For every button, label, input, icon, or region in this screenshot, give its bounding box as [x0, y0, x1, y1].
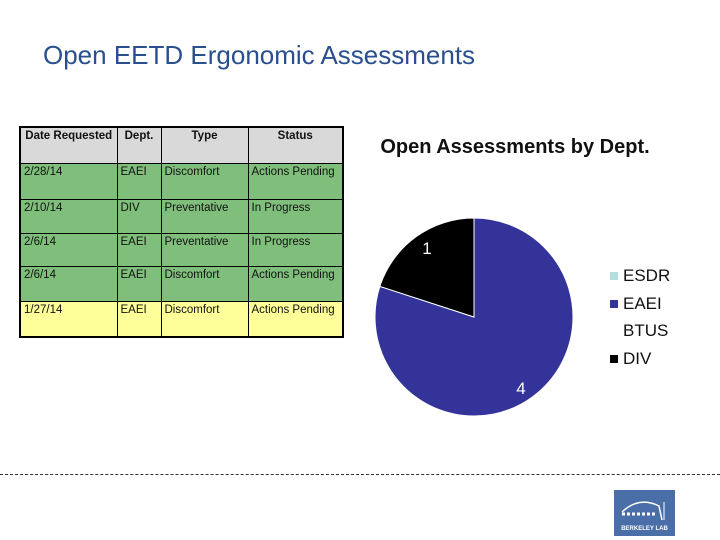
- berkeley-lab-logo: BERKELEY LAB: [614, 490, 675, 536]
- table-row: 2/6/14 EAEI Preventative In Progress: [19, 232, 344, 267]
- type-cell: Preventative: [160, 198, 249, 234]
- legend-label: BTUS: [623, 321, 669, 340]
- dept-cell: EAEI: [116, 300, 162, 338]
- dept-cell: DIV: [116, 198, 162, 234]
- legend-item-btus: BTUS: [610, 321, 668, 341]
- header-status: Status: [247, 126, 344, 164]
- date-cell: 2/6/14: [19, 265, 118, 302]
- table-row: 1/27/14 EAEI Discomfort Actions Pending: [19, 300, 344, 338]
- table-row: 2/28/14 EAEI Discomfort Actions Pending: [19, 162, 344, 200]
- date-cell: 1/27/14: [19, 300, 118, 338]
- status-cell: In Progress: [247, 198, 344, 234]
- header-date: Date Requested: [19, 126, 118, 164]
- type-cell: Discomfort: [160, 265, 249, 302]
- table-row: 2/10/14 DIV Preventative In Progress: [19, 198, 344, 234]
- pie-slice-div: [379, 217, 475, 318]
- date-cell: 2/6/14: [19, 232, 118, 267]
- legend-swatch: [610, 272, 618, 280]
- status-cell: Actions Pending: [247, 300, 344, 338]
- header-dept: Dept.: [116, 126, 162, 164]
- date-cell: 2/10/14: [19, 198, 118, 234]
- status-cell: Actions Pending: [247, 162, 344, 200]
- data-label-div: 1: [422, 239, 431, 258]
- table-row: 2/6/14 EAEI Discomfort Actions Pending: [19, 265, 344, 302]
- status-cell: Actions Pending: [247, 265, 344, 302]
- divider: [0, 474, 720, 475]
- type-cell: Discomfort: [160, 300, 249, 338]
- legend-label: ESDR: [623, 266, 671, 285]
- legend-item-eaei: EAEI: [610, 294, 662, 314]
- legend-label: DIV: [623, 348, 652, 368]
- type-cell: Preventative: [160, 232, 249, 267]
- chart-title: Open Assessments by Dept.: [380, 136, 650, 158]
- dept-cell: EAEI: [116, 232, 162, 267]
- legend-swatch: [610, 299, 618, 308]
- legend-swatch: [610, 327, 618, 335]
- assessments-table: Date Requested Dept. Type Status 2/28/14…: [19, 126, 344, 338]
- dept-cell: EAEI: [116, 162, 162, 200]
- data-label-eaei: 4: [516, 379, 525, 398]
- legend-label: EAEI: [623, 293, 662, 313]
- status-cell: In Progress: [247, 232, 344, 267]
- legend-item-esdr: ESDR: [610, 266, 670, 286]
- slide-title: Open EETD Ergonomic Assessments: [43, 40, 476, 70]
- date-cell: 2/28/14: [19, 162, 118, 200]
- legend-item-div: DIV: [610, 349, 651, 369]
- type-cell: Discomfort: [160, 162, 249, 200]
- legend-swatch: [610, 354, 618, 363]
- dept-cell: EAEI: [116, 265, 162, 302]
